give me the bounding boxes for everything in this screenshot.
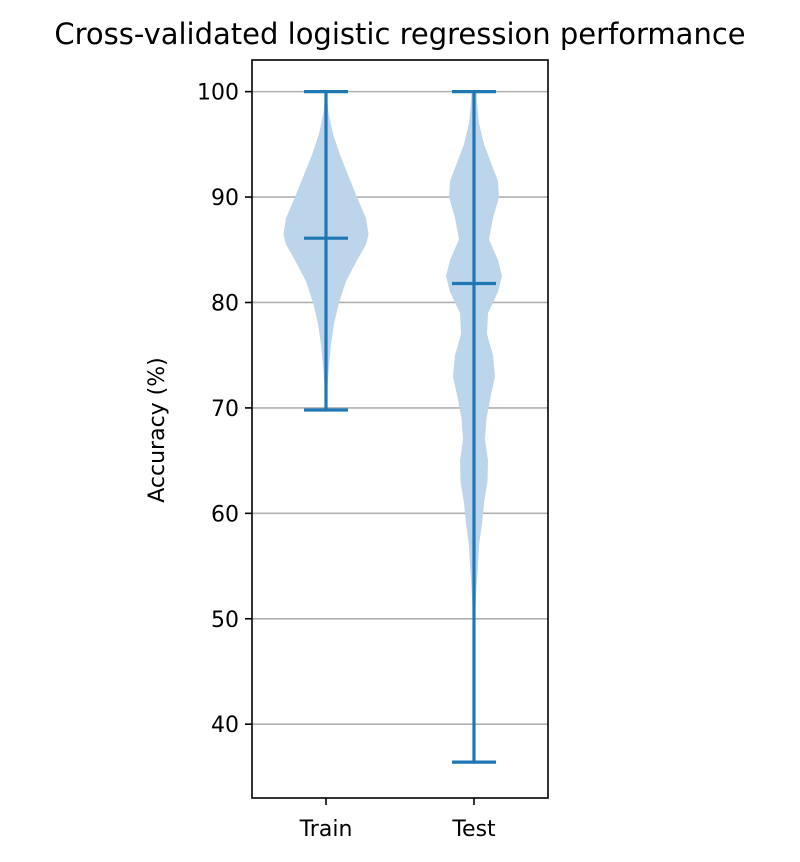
x-axis-ticks: Train Test xyxy=(299,798,496,842)
x-tick-label: Test xyxy=(451,817,496,842)
y-gridlines xyxy=(252,90,548,726)
x-tick-label: Train xyxy=(299,817,353,842)
y-tick-label: 100 xyxy=(197,81,239,106)
y-axis-label: Accuracy (%) xyxy=(145,357,170,503)
y-tick-label: 80 xyxy=(211,291,239,316)
plot-frame xyxy=(251,59,549,799)
y-tick-label: 90 xyxy=(211,186,239,211)
violins xyxy=(283,90,502,764)
y-tick-label: 40 xyxy=(211,713,239,738)
y-tick-label: 50 xyxy=(211,608,239,633)
chart-title: Cross-validated logistic regression perf… xyxy=(54,17,745,51)
y-tick-label: 70 xyxy=(211,397,239,422)
y-tick-label: 60 xyxy=(211,502,239,527)
y-axis-ticks: 40 50 60 70 80 90 100 xyxy=(197,81,252,738)
